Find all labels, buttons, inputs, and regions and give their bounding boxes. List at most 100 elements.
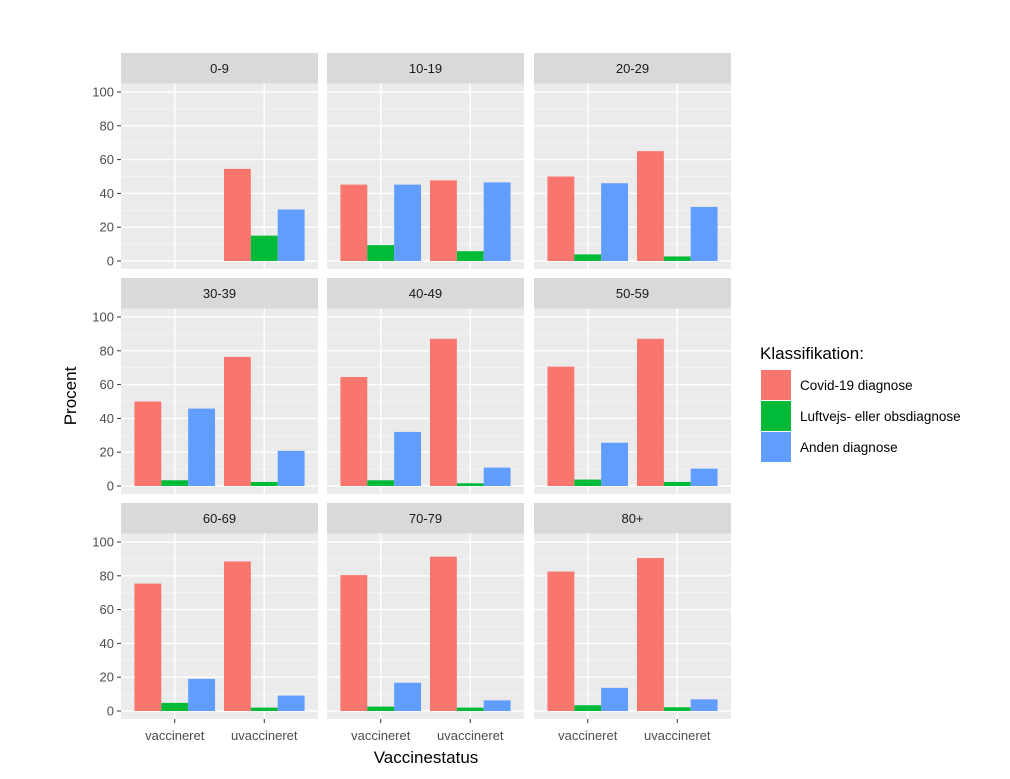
facet-panel-20-29: 20-29 (534, 53, 731, 269)
bar-70-79-vaccineret-1 (367, 706, 395, 711)
bar-50-59-vaccineret-2 (601, 442, 629, 486)
y-tick-label: 40 (100, 186, 114, 201)
facet-panel-60-69: 60-69 0 20 40 60 80 100 vaccineret uvaccineret (92, 503, 318, 743)
bar-70-79-uvaccineret-2 (483, 700, 511, 711)
x-tick-label: vaccineret (351, 728, 411, 743)
bar-50-59-vaccineret-0 (547, 366, 575, 486)
bar-80+-vaccineret-0 (547, 571, 575, 711)
bar-80+-uvaccineret-1 (663, 707, 691, 711)
bar-30-39-uvaccineret-2 (277, 450, 305, 486)
bar-80+-vaccineret-1 (574, 705, 602, 711)
legend-key-covid (761, 370, 791, 400)
bar-80+-uvaccineret-2 (690, 699, 718, 711)
bar-20-29-uvaccineret-0 (636, 151, 664, 261)
bar-70-79-uvaccineret-1 (456, 707, 484, 711)
x-axis-title: Vaccinestatus (374, 748, 479, 767)
bar-30-39-vaccineret-1 (161, 480, 189, 486)
legend-label-anden: Anden diagnose (800, 440, 898, 455)
legend: Klassifikation: Covid-19 diagnose Luftve… (760, 344, 961, 462)
y-tick-label: 80 (100, 568, 114, 583)
facet-strip-label: 20-29 (616, 61, 649, 76)
y-tick-label: 100 (92, 310, 114, 325)
y-tick-label: 60 (100, 377, 114, 392)
bar-60-69-uvaccineret-2 (277, 695, 305, 711)
bar-30-39-vaccineret-0 (134, 401, 162, 486)
y-tick-label: 80 (100, 343, 114, 358)
bar-60-69-uvaccineret-1 (250, 707, 278, 711)
y-tick-label: 100 (92, 85, 114, 100)
facet-strip (534, 278, 731, 309)
legend-label-luftvejs: Luftvejs- eller obsdiagnose (800, 409, 961, 424)
x-tick-label: vaccineret (558, 728, 618, 743)
facet-strip (534, 503, 731, 534)
bar-30-39-uvaccineret-0 (223, 356, 251, 486)
bar-40-49-vaccineret-1 (367, 480, 395, 486)
bar-50-59-uvaccineret-1 (663, 481, 691, 486)
bar-10-19-uvaccineret-1 (456, 251, 484, 261)
x-tick-label: uvaccineret (231, 728, 298, 743)
bar-10-19-vaccineret-0 (340, 184, 368, 261)
bar-0-9-uvaccineret-2 (277, 209, 305, 261)
y-tick-label: 0 (107, 479, 114, 494)
y-tick-label: 80 (100, 118, 114, 133)
x-tick-label: vaccineret (145, 728, 205, 743)
bar-40-49-uvaccineret-2 (483, 467, 511, 486)
y-tick-label: 100 (92, 535, 114, 550)
bar-80+-vaccineret-2 (601, 687, 629, 711)
facet-strip-label: 80+ (621, 511, 643, 526)
y-tick-label: 20 (100, 445, 114, 460)
bar-40-49-vaccineret-0 (340, 376, 368, 486)
y-tick-label: 40 (100, 411, 114, 426)
bar-40-49-vaccineret-2 (394, 431, 422, 486)
bar-80+-uvaccineret-0 (636, 558, 664, 711)
legend-key-anden (761, 432, 791, 462)
facet-strip (327, 278, 524, 309)
facet-panel-70-79: 70-79 vaccineret uvaccineret (327, 503, 524, 743)
bar-30-39-uvaccineret-1 (250, 481, 278, 486)
y-tick-label: 20 (100, 670, 114, 685)
y-tick-label: 60 (100, 602, 114, 617)
legend-key-luftvejs (761, 401, 791, 431)
y-tick-label: 60 (100, 152, 114, 167)
facet-strip-label: 60-69 (203, 511, 236, 526)
facet-strip-label: 10-19 (409, 61, 442, 76)
facet-strip-label: 40-49 (409, 286, 442, 301)
y-tick-label: 40 (100, 636, 114, 651)
facet-strip-label: 50-59 (616, 286, 649, 301)
legend-label-covid: Covid-19 diagnose (800, 378, 913, 393)
y-tick-label: 20 (100, 220, 114, 235)
bar-10-19-vaccineret-2 (394, 184, 422, 261)
bar-60-69-uvaccineret-0 (223, 561, 251, 711)
facet-strip-label: 0-9 (210, 61, 229, 76)
bar-0-9-uvaccineret-1 (250, 235, 278, 261)
bar-70-79-uvaccineret-0 (429, 556, 457, 711)
bar-30-39-vaccineret-2 (188, 408, 216, 486)
bar-20-29-uvaccineret-1 (663, 256, 691, 261)
facet-panels: 0-9 0 20 40 60 80 100 10-19 20-29 30-39 0 20 40 60 80 1… (92, 53, 731, 743)
bar-20-29-vaccineret-1 (574, 254, 602, 261)
facet-panel-10-19: 10-19 (327, 53, 524, 269)
facet-strip-label: 70-79 (409, 511, 442, 526)
facet-strip (327, 503, 524, 534)
bar-40-49-uvaccineret-0 (429, 338, 457, 486)
bar-10-19-uvaccineret-0 (429, 180, 457, 261)
bar-50-59-uvaccineret-0 (636, 338, 664, 486)
y-tick-label: 0 (107, 254, 114, 269)
facet-panel-80+: 80+ vaccineret uvaccineret (534, 503, 731, 743)
bar-20-29-uvaccineret-2 (690, 206, 718, 261)
legend-title: Klassifikation: (760, 344, 864, 363)
facet-strip-label: 30-39 (203, 286, 236, 301)
facet-strip (121, 503, 318, 534)
y-axis-title: Procent (61, 366, 80, 425)
bar-50-59-vaccineret-1 (574, 479, 602, 486)
bar-10-19-vaccineret-1 (367, 245, 395, 261)
facet-panel-40-49: 40-49 (327, 278, 524, 494)
bar-70-79-vaccineret-0 (340, 575, 368, 711)
bar-20-29-vaccineret-0 (547, 176, 575, 261)
facet-strip (121, 278, 318, 309)
bar-40-49-uvaccineret-1 (456, 483, 484, 486)
y-tick-label: 0 (107, 704, 114, 719)
facet-panel-30-39: 30-39 0 20 40 60 80 100 (92, 278, 318, 494)
bar-10-19-uvaccineret-2 (483, 182, 511, 261)
